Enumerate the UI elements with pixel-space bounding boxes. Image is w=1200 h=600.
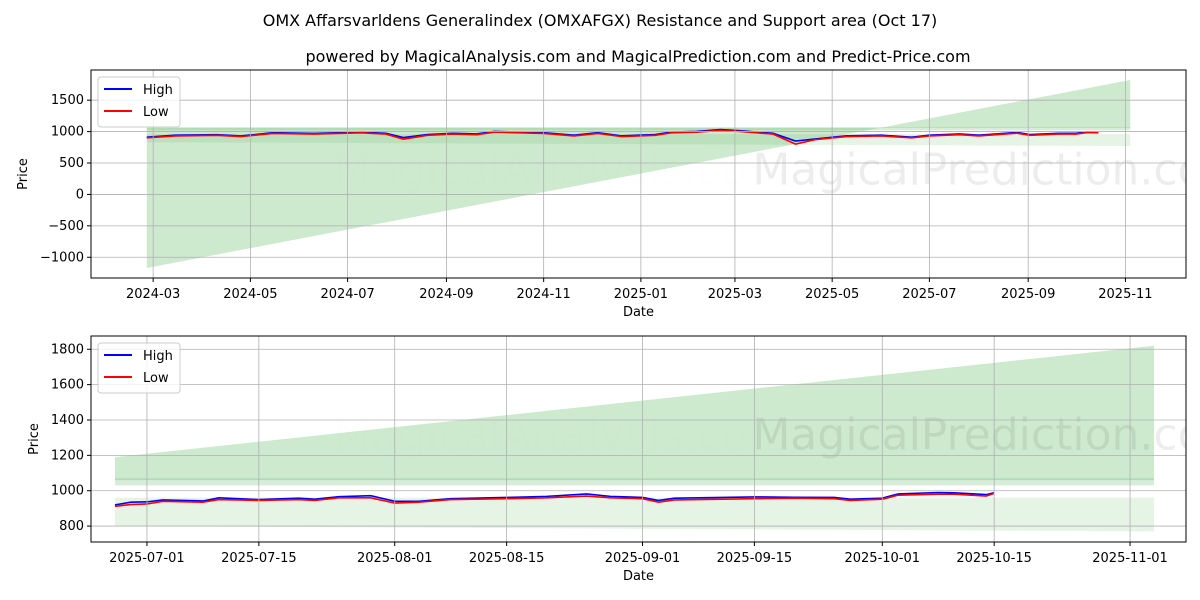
x-tick-label: 2024-07 [320,287,374,302]
watermark-magicalanalysis: MagicalAnalysis.com [333,409,791,460]
legend-label-low: Low [143,371,169,386]
legend-label-low: Low [143,105,169,120]
support-area [114,497,1155,532]
y-tick-label: 1000 [51,484,84,499]
legend: High Low [97,76,181,128]
y-axis-label: Price [16,158,31,190]
y-tick-label: 0 [76,187,84,202]
x-tick-label: 2024-11 [516,287,570,302]
x-tick-label: 2025-01 [614,287,668,302]
chart-subtitle: powered by MagicalAnalysis.com and Magic… [305,47,970,66]
x-tick-label: 2024-09 [419,287,473,302]
x-axis-label: Date [623,569,654,584]
y-tick-label: 800 [59,519,84,534]
x-tick-label: 2024-05 [223,287,277,302]
x-tick-label: 2025-09-15 [717,551,793,566]
resistance-trend-area [146,80,1131,268]
resistance-band [114,478,1155,486]
x-tick-label: 2024-03 [126,287,180,302]
legend: High Low [97,342,181,394]
resistance-trend-area [114,345,1155,481]
legend-label-high: High [143,349,173,364]
x-tick-label: 2025-05 [805,287,859,302]
legend-label-high: High [143,83,173,98]
y-tick-label: 1600 [51,378,84,393]
x-tick-label: 2025-09 [1001,287,1055,302]
y-tick-label: 1800 [51,342,84,357]
watermark-magicalanalysis: MagicalAnalysis.com [333,144,791,195]
chart-title: OMX Affarsvarldens Generalindex (OMXAFGX… [263,11,938,30]
axes-frame [90,335,1187,543]
x-tick-label: 2025-07-01 [109,551,185,566]
y-tick-label: −500 [48,219,84,234]
x-axis-label: Date [623,305,654,320]
x-tick-label: 2025-11-01 [1092,551,1168,566]
x-tick-label: 2025-07-15 [221,551,297,566]
watermark-magicalprediction: MagicalPrediction.com [752,144,1200,195]
y-tick-label: 500 [59,156,84,171]
chart-panel-2: MagicalAnalysis.comMagicalPrediction.com… [27,335,1200,584]
support-area [146,134,1131,147]
y-tick-label: 1200 [51,448,84,463]
resistance-band [146,127,1131,131]
series-low-line [146,129,1099,145]
x-tick-label: 2025-08-01 [357,551,433,566]
y-tick-label: −1000 [40,250,84,265]
x-tick-label: 2025-08-15 [469,551,545,566]
x-tick-label: 2025-10-15 [956,551,1032,566]
x-tick-label: 2025-09-01 [605,551,681,566]
y-tick-label: 1000 [51,125,84,140]
x-tick-label: 2025-10-01 [844,551,920,566]
chart-panel-1: MagicalAnalysis.comMagicalPrediction.com… [16,69,1200,320]
y-axis-label: Price [27,423,42,455]
y-tick-label: 1400 [51,413,84,428]
y-tick-label: 1500 [51,93,84,108]
x-tick-label: 2025-11 [1098,287,1152,302]
x-tick-label: 2025-03 [708,287,762,302]
x-tick-label: 2025-07 [902,287,956,302]
watermark-magicalprediction: MagicalPrediction.com [752,409,1200,460]
axes-frame [90,69,1187,279]
